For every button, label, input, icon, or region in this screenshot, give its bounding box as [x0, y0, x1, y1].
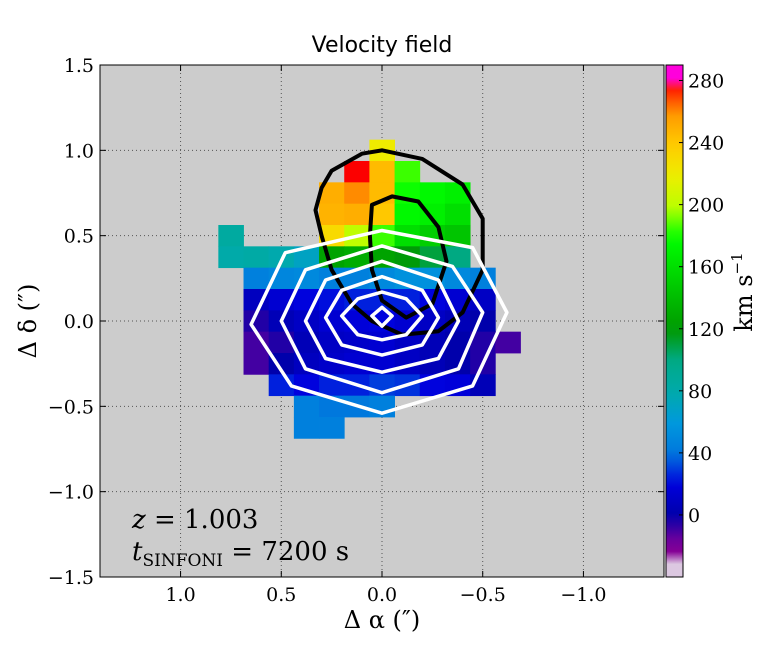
- colorbar-tick-label-5: 80: [688, 381, 712, 403]
- white-contour-1: [339, 290, 425, 342]
- velocity-pixel-2-0: [319, 182, 345, 205]
- velocity-pixel-1-2: [394, 161, 421, 183]
- white-contour-3: [303, 259, 461, 374]
- black-contour-1: [367, 194, 449, 320]
- y-tick-label-2: 0.5: [64, 226, 94, 248]
- x-tick-label-2: 0.0: [367, 584, 397, 606]
- velocity-pixel-9-10: [495, 331, 521, 354]
- y-tick-label-3: 0.0: [64, 311, 94, 333]
- velocity-pixel-6-0: [243, 267, 270, 290]
- velocity-pixel-5-1: [243, 246, 270, 269]
- velocity-pixel-5-9: [444, 246, 471, 269]
- y-tick-label-1: 1.0: [64, 140, 94, 162]
- velocity-pixel-3-3: [394, 203, 421, 226]
- colorbar-tick-label-1: 240: [688, 133, 724, 155]
- svg-text:tSINFONI = 7200 s: tSINFONI = 7200 s: [132, 537, 349, 571]
- x-axis-ticks: 1.0 0.5 0.0 −0.5 −1.0: [165, 65, 606, 606]
- velocity-pixel-9-0: [243, 331, 270, 354]
- white-contour-5: [249, 228, 509, 415]
- colorbar-tick-label-0: 280: [688, 71, 724, 93]
- y-tick-label-6: −1.5: [48, 567, 94, 589]
- velocity-pixel-3-5: [444, 203, 471, 226]
- velocity-pixel-9-5: [369, 331, 395, 354]
- velocity-pixel-7-0: [243, 289, 270, 311]
- y-tick-label-5: −1.0: [48, 482, 94, 504]
- redshift-symbol: z: [131, 505, 146, 535]
- velocity-pixel-3-2: [369, 203, 395, 226]
- x-tick-label-4: −1.0: [560, 584, 606, 606]
- contours: [249, 148, 509, 415]
- y-tick-label-4: −0.5: [48, 396, 94, 418]
- velocity-pixel-8-0: [243, 310, 270, 333]
- time-subscript: SINFONI: [142, 551, 223, 571]
- velocity-pixel-10-0: [243, 353, 270, 375]
- x-tick-label-1: 0.5: [266, 584, 296, 606]
- velocity-pixel-2-4: [419, 182, 446, 205]
- colorbar-label-exponent: −1: [728, 252, 746, 274]
- colorbar-tick-label-3: 160: [688, 257, 724, 279]
- colorbar-tick-label-2: 200: [688, 195, 724, 217]
- x-tick-label-0: 1.0: [165, 584, 195, 606]
- y-axis-ticks: 1.5 1.0 0.5 0.0 −0.5 −1.0 −1.5: [48, 55, 664, 589]
- white-contour-2: [323, 274, 441, 357]
- velocity-pixel-4-0: [218, 225, 244, 247]
- velocity-pixel-3-0: [319, 203, 345, 226]
- velocity-pixel-3-1: [344, 203, 370, 226]
- velocity-pixel-1-0: [344, 161, 370, 183]
- white-contour-0: [370, 305, 394, 328]
- velocity-pixel-1-1: [369, 161, 395, 183]
- annotation-exposure-time: tSINFONI = 7200 s: [132, 537, 349, 571]
- colorbar-label: km s−1: [728, 252, 758, 331]
- velocity-pixel-13-1: [319, 417, 345, 439]
- velocity-pixel-12-0: [293, 395, 320, 418]
- black-contour-0: [313, 148, 485, 337]
- colorbar: [665, 64, 684, 578]
- velocity-pixel-5-3: [293, 246, 320, 269]
- y-tick-label-0: 1.5: [64, 55, 94, 77]
- colorbar-tick-label-4: 120: [688, 319, 724, 341]
- time-value: = 7200 s: [223, 537, 349, 567]
- y-axis-label: Δ δ (″): [14, 284, 42, 359]
- velocity-pixel-4-3: [369, 225, 395, 247]
- chart-title: Velocity field: [312, 33, 453, 58]
- white-contour-4: [279, 244, 485, 395]
- colorbar-tick-label-7: 0: [688, 505, 700, 527]
- time-symbol: t: [132, 537, 143, 567]
- svg-text:z = 1.003: z = 1.003: [131, 505, 258, 535]
- velocity-pixel-2-1: [344, 182, 370, 205]
- velocity-pixel-13-0: [293, 417, 320, 439]
- redshift-value: = 1.003: [146, 505, 259, 535]
- velocity-pixel-5-0: [218, 246, 244, 269]
- colorbar-ticks: 280 240 200 160 120 80 40 0: [679, 71, 724, 527]
- colorbar-tick-label-6: 40: [688, 443, 712, 465]
- x-tick-label-3: −0.5: [460, 584, 506, 606]
- x-axis-label: Δ α (″): [344, 606, 421, 634]
- velocity-pixel-4-6: [444, 225, 471, 247]
- annotation-redshift: z = 1.003: [131, 505, 258, 535]
